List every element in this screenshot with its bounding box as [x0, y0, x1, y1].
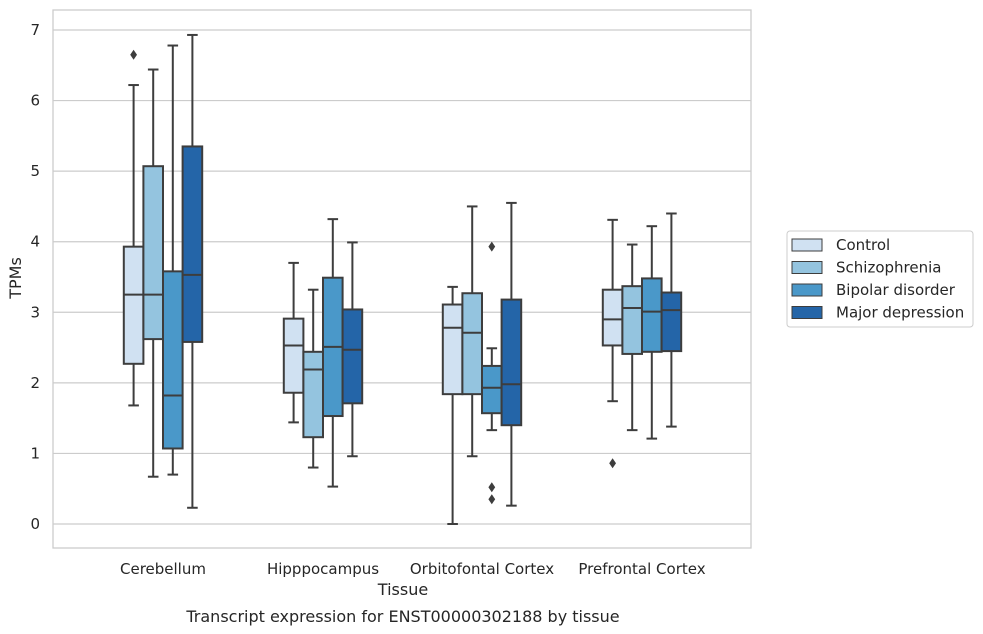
box-3-0: [601, 218, 624, 469]
box-iqr: [282, 317, 305, 394]
box-3-2: [641, 225, 663, 440]
box-3-1: [621, 243, 644, 432]
x-tick-label: Prefrontal Cortex: [578, 560, 705, 578]
box-2-1: [461, 205, 483, 458]
box-0-1: [142, 68, 164, 478]
box-1-2: [322, 218, 344, 488]
y-tick-label: 7: [30, 21, 40, 39]
y-tick-label: 3: [30, 303, 40, 321]
chart-caption: Transcript expression for ENST0000030218…: [185, 607, 619, 626]
y-tick-label: 0: [30, 515, 40, 533]
outlier-point: [488, 482, 496, 493]
box-iqr: [660, 291, 683, 353]
legend-swatch: [791, 238, 823, 252]
x-tick-label: Hipppocampus: [267, 560, 379, 578]
legend: Control Schizophrenia Bipolar disorder Majo…: [786, 230, 974, 328]
box-iqr: [641, 277, 663, 353]
y-axis-label: TPMs: [6, 257, 25, 300]
x-tick-label: Cerebellum: [120, 560, 206, 578]
box-3-3: [660, 212, 683, 428]
box-2-0: [441, 285, 464, 525]
legend-label: Major depression: [836, 304, 964, 322]
box-2-2: [481, 241, 503, 505]
box-iqr: [341, 308, 364, 405]
box-2-3: [500, 201, 523, 507]
x-tick-labels: Cerebellum Hipppocampus Orbitofontal Corte…: [120, 560, 706, 578]
box-0-0: [122, 49, 145, 407]
outlier-point: [488, 241, 496, 252]
x-tick-label: Orbitofontal Cortex: [410, 560, 554, 578]
box-iqr: [481, 364, 503, 415]
box-iqr: [162, 270, 184, 450]
outlier-point: [130, 49, 137, 60]
box-1-1: [302, 288, 324, 469]
outlier-point: [609, 458, 616, 469]
legend-label: Schizophrenia: [836, 259, 941, 277]
legend-swatch: [791, 261, 823, 274]
box-iqr: [461, 292, 483, 396]
y-tick-label: 6: [30, 92, 40, 110]
box-1-0: [282, 261, 305, 424]
y-tick-labels: 0 1 2 3 4 5 6 7: [30, 21, 40, 533]
y-tick-label: 4: [30, 233, 40, 251]
box-series: [122, 33, 683, 525]
box-iqr: [441, 303, 464, 396]
box-0-2: [162, 44, 184, 476]
y-tick-label: 5: [30, 162, 40, 180]
box-iqr: [302, 350, 324, 439]
box-0-3: [181, 33, 204, 509]
box-iqr: [122, 245, 145, 365]
x-axis-label: Tissue: [377, 580, 428, 599]
legend-frame: [786, 230, 974, 328]
legend-label: Bipolar disorder: [836, 281, 956, 299]
y-tick-label: 2: [30, 374, 40, 392]
box-1-3: [341, 241, 364, 458]
box-iqr: [601, 288, 624, 347]
legend-label: Control: [836, 236, 890, 254]
y-tick-label: 1: [30, 444, 40, 462]
box-iqr: [500, 298, 523, 427]
legend-swatch: [791, 283, 823, 297]
box-iqr: [142, 165, 164, 341]
outlier-point: [488, 494, 496, 505]
plot-frame: [52, 9, 752, 549]
box-iqr: [621, 285, 644, 355]
box-iqr: [181, 145, 204, 343]
legend-swatch: [791, 306, 823, 319]
